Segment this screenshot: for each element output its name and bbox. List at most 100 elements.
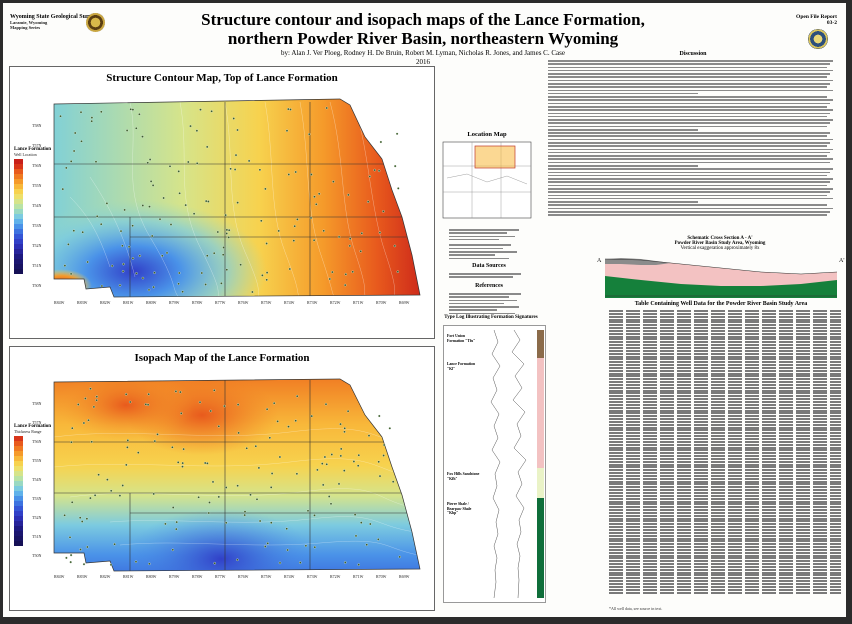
well-point xyxy=(356,464,360,467)
table-row xyxy=(609,364,841,367)
well-point xyxy=(352,460,356,463)
structure-legend-sub: Well Location xyxy=(14,152,37,157)
well-point xyxy=(236,484,239,487)
well-point xyxy=(294,419,297,422)
discussion-text-line xyxy=(548,184,827,187)
well-point xyxy=(344,561,347,564)
type-log-unit-label: Pierre Shale / Bearpaw Shale "Kbp" xyxy=(447,502,472,515)
well-point xyxy=(210,110,213,113)
range-label: R73W xyxy=(307,300,318,305)
well-point xyxy=(225,232,228,235)
range-label: R71W xyxy=(353,574,364,579)
well-point xyxy=(227,236,230,239)
well-point xyxy=(69,560,72,564)
well-point xyxy=(331,270,334,274)
type-log-unit-band xyxy=(537,468,544,498)
table-row xyxy=(609,401,841,403)
well-point xyxy=(141,204,145,207)
well-point xyxy=(169,223,173,226)
table-row xyxy=(609,352,841,355)
discussion-text-line xyxy=(548,165,698,167)
well-point xyxy=(165,251,169,255)
table-row xyxy=(609,395,841,398)
table-row xyxy=(609,389,841,392)
table-row xyxy=(609,355,841,358)
well-point xyxy=(229,167,232,171)
location-map-title: Location Map xyxy=(467,131,507,138)
well-point xyxy=(233,168,237,171)
well-point xyxy=(82,421,86,425)
discussion-text-line xyxy=(548,89,833,92)
well-table-title: Table Containing Well Data for the Powde… xyxy=(634,301,808,307)
township-label: T51N xyxy=(32,263,42,268)
references-title: References xyxy=(475,283,503,289)
well-point xyxy=(65,166,68,170)
state-seal-icon xyxy=(808,29,828,49)
discussion-text-line xyxy=(548,109,833,111)
well-point xyxy=(162,196,165,200)
discussion-text-line xyxy=(548,73,830,75)
well-point xyxy=(249,493,252,497)
table-row xyxy=(609,329,841,332)
well-point xyxy=(327,495,331,498)
table-row xyxy=(609,332,841,335)
well-point xyxy=(119,229,123,233)
agency-line3: Mapping Series xyxy=(10,25,41,30)
well-point xyxy=(304,544,308,548)
discussion-text-line xyxy=(548,82,830,85)
table-row xyxy=(609,474,841,477)
well-point xyxy=(343,283,347,287)
well-point xyxy=(354,534,358,538)
well-point xyxy=(224,213,227,217)
well-point xyxy=(391,480,395,483)
well-point xyxy=(144,403,148,406)
well-point xyxy=(347,193,350,197)
data-sources-body xyxy=(449,273,529,280)
table-row xyxy=(609,520,841,523)
discussion-text-line xyxy=(548,138,833,141)
isopach-legend-ramp xyxy=(14,436,51,546)
well-point xyxy=(148,205,151,208)
range-label: R74W xyxy=(284,300,295,305)
table-row xyxy=(609,588,841,591)
well-point xyxy=(286,548,289,552)
discussion-text-line xyxy=(548,105,827,108)
table-row xyxy=(609,480,841,483)
credits-block xyxy=(449,229,529,261)
well-point xyxy=(69,272,73,276)
table-row xyxy=(609,349,841,352)
discussion-text-line xyxy=(548,79,833,82)
well-point xyxy=(225,268,229,271)
type-log-unit-label: Fort Union Formation "Tfu" xyxy=(447,334,476,343)
isopach-map-svg xyxy=(53,378,421,572)
well-point xyxy=(207,200,210,203)
discussion-text-line xyxy=(548,201,698,203)
well-point xyxy=(72,229,76,232)
table-row xyxy=(609,580,841,583)
table-row xyxy=(609,346,841,349)
discussion-text-line xyxy=(548,194,827,197)
well-point xyxy=(149,180,153,183)
table-row xyxy=(609,565,841,568)
table-row xyxy=(609,369,841,372)
well-point xyxy=(216,230,220,234)
well-point xyxy=(379,140,383,144)
well-point xyxy=(344,273,348,276)
discussion-text-line xyxy=(548,181,830,183)
table-row xyxy=(609,383,841,386)
well-point xyxy=(152,492,155,496)
well-point xyxy=(285,527,288,530)
well-point xyxy=(146,403,150,406)
well-point xyxy=(129,108,132,111)
table-row xyxy=(609,455,841,458)
section-a-label: A xyxy=(597,258,602,264)
range-label: R81W xyxy=(123,300,134,305)
cross-section-sub1: Powder River Basin Study Area, Wyoming xyxy=(674,241,766,246)
well-point xyxy=(325,106,328,110)
discussion-text-line xyxy=(548,151,830,154)
table-row xyxy=(609,571,841,574)
well-point xyxy=(268,436,272,440)
well-point xyxy=(82,562,86,566)
well-point xyxy=(288,267,292,271)
well-point xyxy=(306,509,310,513)
